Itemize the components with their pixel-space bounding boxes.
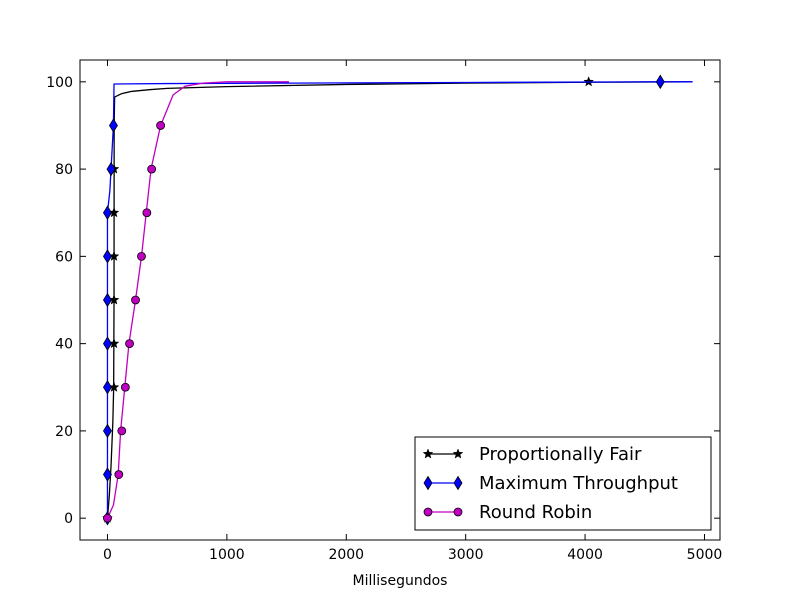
data-point: [102, 292, 112, 308]
x-tick-label: 0: [103, 547, 112, 563]
x-tick-label: 1000: [209, 547, 245, 563]
data-point: [103, 513, 112, 523]
x-tick-label: 5000: [687, 547, 723, 563]
data-point: [131, 295, 140, 305]
data-point: [125, 339, 134, 349]
series-line: [106, 81, 693, 519]
y-tick-label: 20: [55, 424, 73, 440]
plot-frame: [79, 59, 721, 541]
legend-item: Round Robin: [423, 502, 592, 523]
legend-marker: [452, 448, 464, 459]
legend-marker: [423, 475, 433, 491]
y-tick-label: 60: [55, 249, 73, 265]
x-tick-label: 4000: [567, 547, 603, 563]
series-maximum-throughput: [102, 74, 693, 526]
data-point: [117, 426, 127, 436]
legend-label: Maximum Throughput: [479, 473, 678, 494]
series-layer: [102, 74, 693, 526]
legend-box: [414, 436, 712, 531]
legend-marker: [422, 448, 434, 459]
legend-marker: [423, 507, 433, 517]
legend-label: Round Robin: [479, 502, 592, 523]
series-round-robin: [103, 81, 289, 523]
data-point: [114, 470, 124, 479]
x-axis-label: Millisegundos: [353, 573, 448, 589]
legend-marker: [453, 507, 463, 517]
legend-label: Proportionally Fair: [479, 444, 642, 465]
data-point: [102, 249, 112, 264]
data-point: [102, 205, 112, 220]
data-point: [147, 164, 157, 174]
data-point: [106, 161, 116, 177]
data-point: [120, 382, 130, 392]
series-line: [106, 81, 289, 519]
data-point: [583, 76, 595, 87]
data-point: [137, 251, 146, 261]
y-tick-label: 0: [64, 511, 73, 527]
y-tick-label: 80: [55, 162, 73, 178]
y-tick-label: 100: [46, 75, 73, 91]
x-axis-ticks: 0 1000 2000 3000 4000 5000: [103, 60, 722, 563]
y-tick-label: 40: [55, 337, 73, 353]
y-axis-ticks: 0 20 40 60 80 100: [46, 75, 720, 527]
series-line: [106, 81, 693, 519]
data-point: [102, 467, 112, 482]
legend-item: Proportionally Fair: [422, 444, 642, 465]
data-point: [102, 380, 112, 395]
legend: Proportionally Fair Maximum Throughput Rou…: [414, 436, 712, 531]
data-point: [102, 423, 112, 439]
data-point: [156, 121, 165, 130]
data-point: [108, 118, 118, 133]
legend-item: Maximum Throughput: [423, 473, 678, 494]
data-point: [102, 336, 112, 351]
data-point: [655, 74, 665, 90]
data-point: [142, 208, 152, 218]
legend-marker: [453, 475, 463, 491]
x-tick-label: 2000: [328, 547, 364, 563]
x-tick-label: 3000: [448, 547, 484, 563]
